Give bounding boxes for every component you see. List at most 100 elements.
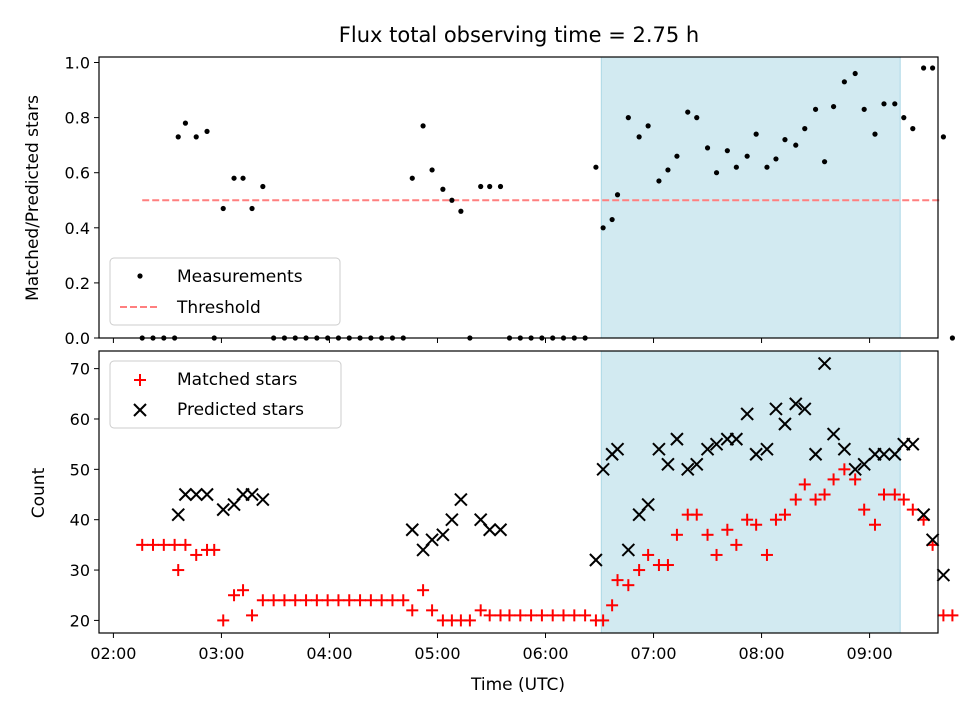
matched-star-point xyxy=(417,584,430,597)
predicted-star-point xyxy=(709,437,724,451)
matched-star-point xyxy=(386,594,399,607)
matched-stars-points xyxy=(136,463,959,627)
matched-star-point xyxy=(858,503,871,516)
measurement-point xyxy=(600,225,606,231)
matched-star-point xyxy=(147,538,160,551)
measurement-point xyxy=(940,134,947,140)
top-plot-frame xyxy=(98,56,939,339)
matched-star-point xyxy=(343,594,356,607)
measurement-point xyxy=(204,128,210,134)
legend-predicted-label: Predicted stars xyxy=(177,400,304,420)
x-tick-label: 09:00 xyxy=(847,644,893,663)
matched-star-point xyxy=(611,574,624,587)
matched-star-point xyxy=(906,503,919,516)
matched-star-point xyxy=(546,609,559,622)
measurement-point xyxy=(724,148,730,154)
matched-star-point xyxy=(364,594,377,607)
matched-star-point xyxy=(701,528,714,541)
matched-star-point xyxy=(818,488,831,501)
top-legend: Measurements Threshold xyxy=(109,257,341,326)
measurement-point xyxy=(733,164,739,170)
matched-star-point xyxy=(606,599,619,612)
predicted-star-point xyxy=(808,447,823,461)
bottom-y-tick-label: 20 xyxy=(70,611,90,630)
predicted-star-point xyxy=(740,407,754,421)
matched-star-point xyxy=(888,488,901,501)
top-y-tick-label: 1.0 xyxy=(65,54,90,73)
matched-star-point xyxy=(289,594,302,607)
predicted-star-point xyxy=(621,543,636,557)
predicted-star-point xyxy=(817,356,832,371)
measurement-point xyxy=(812,106,819,112)
matched-star-point xyxy=(179,538,192,551)
measurement-point xyxy=(249,205,255,212)
measurement-point xyxy=(609,216,615,223)
matched-star-point xyxy=(310,594,323,607)
predicted-star-point xyxy=(769,402,783,416)
measurement-point xyxy=(782,137,788,143)
measurement-point xyxy=(449,197,455,203)
matched-star-point xyxy=(789,493,802,506)
predicted-star-point xyxy=(826,427,841,441)
matched-star-point xyxy=(157,538,170,551)
bottom-y-axis-label: Count xyxy=(29,467,49,518)
matched-star-point xyxy=(300,594,313,607)
predicted-star-point xyxy=(171,507,185,522)
measurement-point xyxy=(409,175,415,181)
bottom-y-ticks: 20 30 40 50 60 70 xyxy=(70,360,99,630)
matched-star-point xyxy=(190,548,203,561)
measurement-point xyxy=(929,65,936,71)
predicted-star-point xyxy=(454,492,468,507)
matched-star-point xyxy=(670,528,683,541)
matched-star-point xyxy=(332,594,345,607)
top-x-ticks xyxy=(112,338,871,343)
bottom-y-tick-label: 40 xyxy=(70,511,90,530)
predicted-star-point xyxy=(661,457,675,472)
bottom-panel: 20 30 40 50 60 70 02:00 03:00 04:00 05:00 06:00 07… xyxy=(29,350,959,695)
matched-star-point xyxy=(503,609,516,622)
matched-star-point xyxy=(397,594,410,607)
matched-star-point xyxy=(838,463,851,476)
matched-star-point xyxy=(256,594,269,607)
matched-star-point xyxy=(690,508,703,521)
predicted-star-point xyxy=(189,487,203,502)
predicted-star-point xyxy=(925,533,940,547)
matched-star-point xyxy=(568,609,581,622)
x-tick-label: 07:00 xyxy=(630,644,676,663)
measurement-point xyxy=(881,101,887,107)
measurement-point xyxy=(240,175,246,181)
predicted-star-point xyxy=(652,442,666,456)
top-y-axis-label: Matched/Predicted stars xyxy=(23,95,43,301)
matched-star-point xyxy=(321,594,334,607)
measurement-point xyxy=(744,153,750,159)
measurement-point xyxy=(497,183,504,190)
matched-star-point xyxy=(426,604,439,617)
top-y-tick-label: 0.0 xyxy=(65,329,90,348)
matched-star-point xyxy=(514,609,527,622)
bottom-x-ticks: 02:00 03:00 04:00 05:00 06:00 07:00 08:00 09:00 xyxy=(90,633,893,663)
measurement-points xyxy=(139,65,956,341)
measurement-point xyxy=(614,192,621,198)
measurement-point xyxy=(674,153,680,159)
predicted-star-point xyxy=(749,447,763,461)
x-tick-label: 08:00 xyxy=(739,644,785,663)
matched-star-point xyxy=(406,604,419,617)
measurement-point xyxy=(645,123,651,129)
legend-matched-label: Matched stars xyxy=(177,370,297,390)
measurement-point xyxy=(892,101,898,107)
predicted-star-point xyxy=(789,397,803,411)
measurement-point xyxy=(175,134,181,140)
top-shaded-region-layer xyxy=(600,56,901,339)
measurement-point xyxy=(220,205,226,212)
bottom-plot-frame xyxy=(98,350,939,634)
measurement-point xyxy=(440,186,446,192)
measurement-point xyxy=(773,156,779,162)
bottom-legend-box xyxy=(109,360,342,429)
x-tick-label: 04:00 xyxy=(306,644,352,663)
predicted-star-point xyxy=(936,568,951,582)
predicted-star-point xyxy=(178,487,193,502)
predicted-star-point xyxy=(877,447,891,461)
predicted-star-point xyxy=(482,523,497,537)
predicted-star-point xyxy=(216,502,230,517)
matched-star-point xyxy=(579,609,592,622)
